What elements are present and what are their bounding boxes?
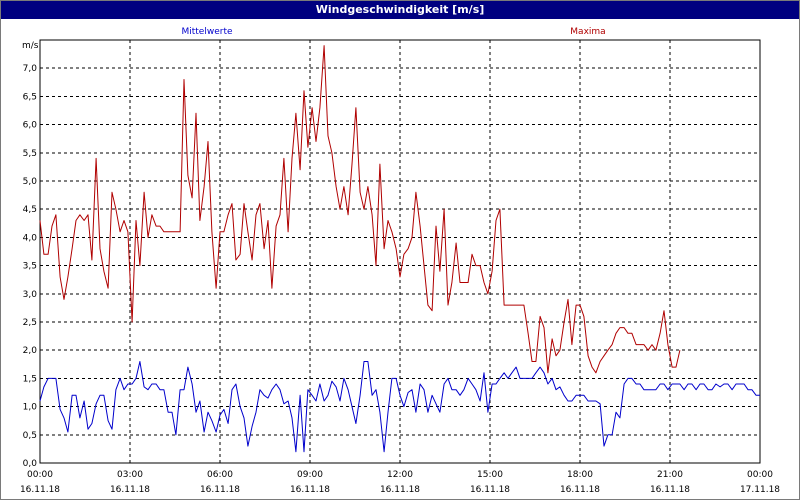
series-lines [39, 45, 760, 453]
y-tick-label: 7,0 [23, 64, 38, 74]
x-tick-date: 16.11.18 [290, 485, 330, 495]
x-tick-date: 16.11.18 [110, 485, 150, 495]
y-tick-label: 1,0 [23, 403, 38, 413]
legend-maxima: Maxima [570, 27, 605, 37]
y-tick-label: 4,0 [23, 233, 38, 243]
x-tick-date: 17.11.18 [740, 485, 780, 495]
y-tick-label: 0,0 [23, 459, 38, 469]
grid-lines [40, 40, 760, 463]
x-tick-date: 16.11.18 [650, 485, 690, 495]
x-tick-date: 16.11.18 [200, 485, 240, 495]
y-tick-label: 6,5 [23, 92, 37, 102]
y-tick-label: 4,5 [23, 205, 37, 215]
y-tick-label: 3,0 [23, 290, 38, 300]
axis-labels: m/s 0,0 0,5 1,0 1,5 2,0 2,5 3,0 3,5 4,0 4,5 5,0 5,5 6… [20, 41, 780, 495]
x-tick-date: 16.11.18 [20, 485, 60, 495]
window-title: Windgeschwindigkeit [m/s] [1, 1, 799, 19]
y-tick-label: 5,0 [23, 177, 38, 187]
x-tick-time: 15:00 [477, 470, 503, 480]
legend: Mittelwerte Maxima [181, 27, 605, 37]
x-tick-time: 18:00 [567, 470, 593, 480]
y-tick-label: 2,5 [23, 318, 37, 328]
y-tick-label: 6,0 [23, 121, 38, 131]
x-tick-time: 06:00 [207, 470, 233, 480]
y-axis-label: m/s [22, 41, 39, 51]
y-tick-label: 3,5 [23, 262, 37, 272]
x-tick-time: 03:00 [117, 470, 143, 480]
series-mittelwerte-line [39, 361, 760, 453]
x-tick-time: 00:00 [27, 470, 53, 480]
x-tick-time: 09:00 [297, 470, 323, 480]
legend-mittelwerte: Mittelwerte [181, 27, 232, 37]
x-tick-time: 00:00 [747, 470, 773, 480]
x-tick-date: 16.11.18 [470, 485, 510, 495]
x-tick-date: 16.11.18 [560, 485, 600, 495]
y-tick-label: 1,5 [23, 374, 37, 384]
x-tick-time: 12:00 [387, 470, 413, 480]
y-tick-label: 2,0 [23, 346, 38, 356]
plot-frame [39, 39, 761, 464]
series-maxima-line [39, 45, 681, 374]
y-tick-label: 0,5 [23, 431, 37, 441]
x-tick-time: 21:00 [657, 470, 683, 480]
y-tick-label: 5,5 [23, 149, 37, 159]
x-tick-date: 16.11.18 [380, 485, 420, 495]
